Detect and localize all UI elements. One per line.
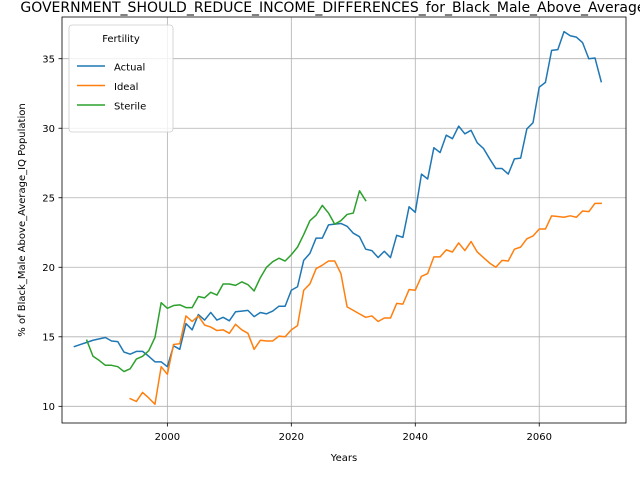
plot-frame [61, 16, 627, 424]
legend-label-ideal: Ideal [114, 82, 138, 93]
y-tick-label: 15 [42, 332, 55, 343]
x-axis-label: Years [330, 453, 357, 464]
y-tick-label: 35 [42, 54, 55, 65]
y-tick-label: 10 [42, 402, 55, 413]
y-tick-label: 30 [42, 124, 55, 135]
y-axis-label: % of Black_Male Above_Average_IQ Populat… [17, 103, 28, 336]
legend-title: Fertility [102, 34, 140, 45]
y-tick-label: 20 [42, 263, 55, 274]
legend: Fertility Actual Ideal Sterile [68, 24, 174, 133]
y-tick-label: 25 [42, 193, 55, 204]
x-tick-label: 2040 [403, 432, 428, 443]
chart-title: GOVERNMENT_SHOULD_REDUCE_INCOME_DIFFEREN… [20, 0, 640, 16]
legend-label-sterile: Sterile [114, 102, 146, 113]
series-line-sterile [85, 190, 367, 373]
series-layer [73, 30, 603, 405]
legend-label-actual: Actual [114, 63, 145, 74]
x-tick-label: 2020 [279, 432, 304, 443]
x-tick-label: 2000 [155, 432, 180, 443]
x-tick-label: 2060 [527, 432, 552, 443]
x-axis: 2000 2020 2040 2060 [155, 423, 552, 443]
y-axis: 10 15 20 25 30 35 [42, 54, 62, 413]
series-line-actual [73, 30, 603, 368]
series-line-ideal [129, 202, 602, 405]
